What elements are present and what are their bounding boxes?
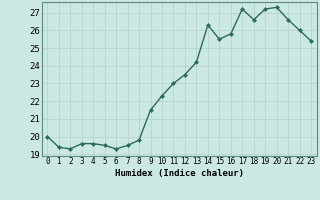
X-axis label: Humidex (Indice chaleur): Humidex (Indice chaleur): [115, 169, 244, 178]
